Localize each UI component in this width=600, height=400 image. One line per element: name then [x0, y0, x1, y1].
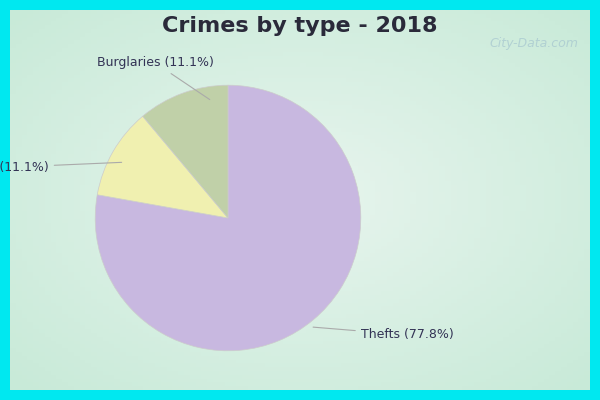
Text: Crimes by type - 2018: Crimes by type - 2018: [162, 16, 438, 36]
Text: City-Data.com: City-Data.com: [490, 36, 578, 50]
Text: Burglaries (11.1%): Burglaries (11.1%): [97, 56, 214, 100]
Text: Rapes (11.1%): Rapes (11.1%): [0, 161, 122, 174]
Wedge shape: [95, 85, 361, 351]
Wedge shape: [97, 116, 228, 218]
Text: Thefts (77.8%): Thefts (77.8%): [313, 327, 454, 341]
Wedge shape: [143, 85, 228, 218]
